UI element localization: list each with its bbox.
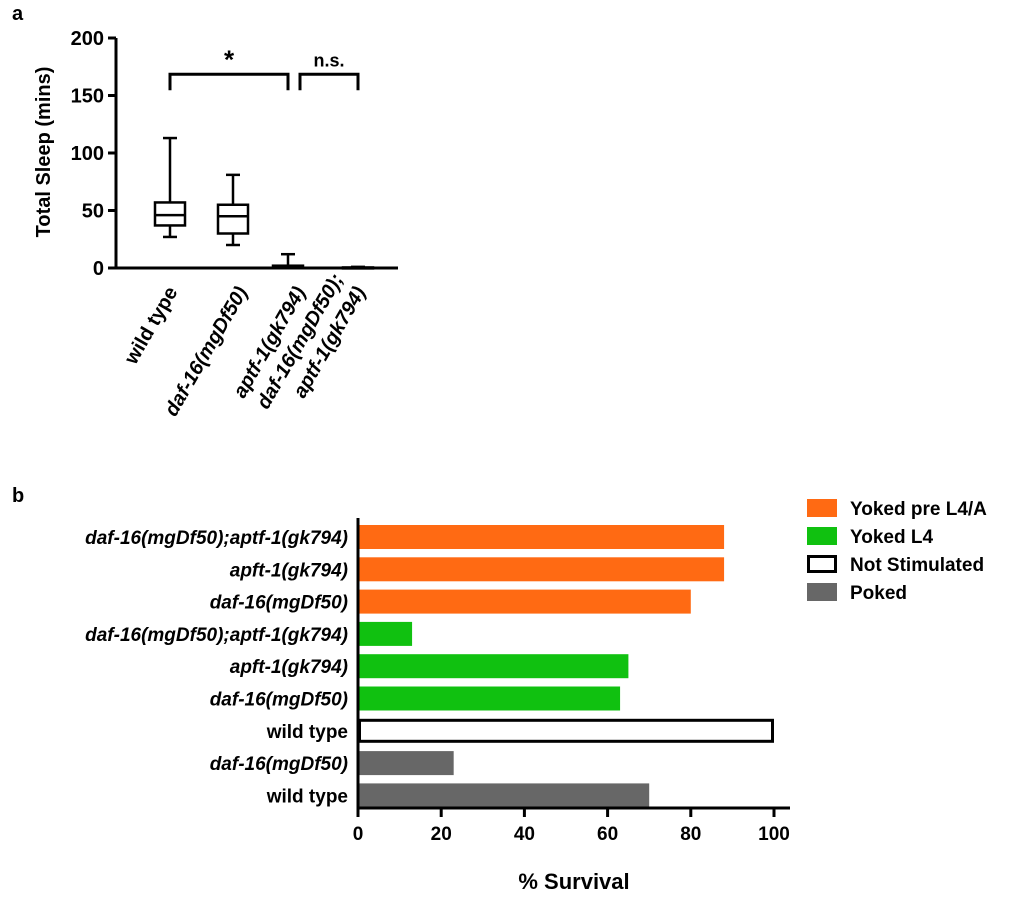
category-label-0: wild type [120, 283, 182, 369]
y-tick-label: 150 [71, 86, 104, 108]
significance-0: * [168, 44, 290, 91]
bar-labels: daf-16(mgDf50);aptf-1(gk794) apft-1(gk794… [85, 528, 348, 807]
bar-0 [358, 525, 725, 549]
bar-label-6: wild type [266, 722, 348, 743]
y-tick-label: 100 [71, 143, 104, 165]
x-tick-label: 20 [431, 824, 452, 845]
bar-label-0: daf-16(mgDf50);aptf-1(gk794) [85, 528, 348, 549]
x-tick-label: 60 [597, 824, 618, 845]
x-tick-label: 80 [680, 824, 701, 845]
legend-label: Not Stimulated [850, 555, 984, 576]
legend-item-2: Not Stimulated [807, 555, 984, 576]
panel-a-box-plot: Total Sleep (mins) 0 50 100 150 200 * n.s. wi… [33, 28, 398, 420]
legend-swatch [807, 583, 837, 601]
y-axis-ticks: 0 50 100 150 200 [71, 28, 398, 280]
panel-b-label: b [12, 485, 24, 507]
bar-6 [358, 718, 774, 743]
bar-label-4: apft-1(gk794) [230, 657, 348, 678]
y-tick-label: 50 [82, 201, 104, 223]
bar-label-8: wild type [266, 786, 348, 807]
boxes [153, 136, 375, 270]
x-axis-ticks: 0 20 40 60 80 100 [353, 518, 790, 845]
x-tick-label: 0 [353, 824, 364, 845]
y-tick-label: 200 [71, 28, 104, 50]
bar-label-7: daf-16(mgDf50) [210, 754, 348, 775]
bar-label-2: daf-16(mgDf50) [210, 593, 348, 614]
legend-swatch [807, 555, 837, 573]
significance-1: n.s. [298, 50, 360, 91]
category-label-line: wild type [120, 283, 182, 369]
bar-label-5: daf-16(mgDf50) [210, 690, 348, 711]
legend-label: Yoked L4 [850, 527, 933, 548]
legend-swatch [807, 527, 837, 545]
significance-brackets: * n.s. [168, 44, 360, 91]
bars [358, 525, 774, 808]
bar-3 [358, 621, 413, 646]
bar-label-3: daf-16(mgDf50);aptf-1(gk794) [85, 625, 348, 646]
y-tick-label: 0 [93, 258, 104, 280]
legend-label: Poked [850, 583, 907, 604]
panel-a-label: a [12, 3, 24, 25]
box-0 [153, 136, 187, 239]
bar-1 [358, 557, 725, 582]
category-labels: wild typedaf-16(mgDf50)aptf-1(gk794)daf-… [120, 270, 371, 420]
box-3 [341, 265, 375, 270]
legend-item-3: Poked [807, 583, 907, 604]
x-tick-label: 40 [514, 824, 535, 845]
box-2 [271, 252, 305, 270]
significance-label: * [224, 44, 235, 74]
x-tick-label: 100 [758, 824, 790, 845]
box-iqr [216, 203, 250, 235]
box-1 [216, 173, 250, 247]
bar-8 [358, 783, 650, 808]
x-axis-label: % Survival [518, 869, 629, 894]
panel-b-bar-chart: daf-16(mgDf50);aptf-1(gk794) apft-1(gk794… [85, 499, 987, 894]
legend-item-1: Yoked L4 [807, 527, 933, 548]
bracket [298, 72, 360, 91]
legend: Yoked pre L4/A Yoked L4 Not Stimulated Poke… [807, 499, 987, 604]
significance-label: n.s. [313, 50, 344, 70]
legend-swatch [807, 499, 837, 517]
legend-item-0: Yoked pre L4/A [807, 499, 987, 520]
legend-label: Yoked pre L4/A [850, 499, 987, 520]
bar-4 [358, 654, 629, 679]
bar-5 [358, 686, 621, 711]
bar-label-1: apft-1(gk794) [230, 560, 348, 581]
bracket [168, 72, 290, 91]
y-axis-label: Total Sleep (mins) [33, 67, 55, 238]
bar-2 [358, 589, 691, 614]
bar-7 [358, 751, 454, 776]
